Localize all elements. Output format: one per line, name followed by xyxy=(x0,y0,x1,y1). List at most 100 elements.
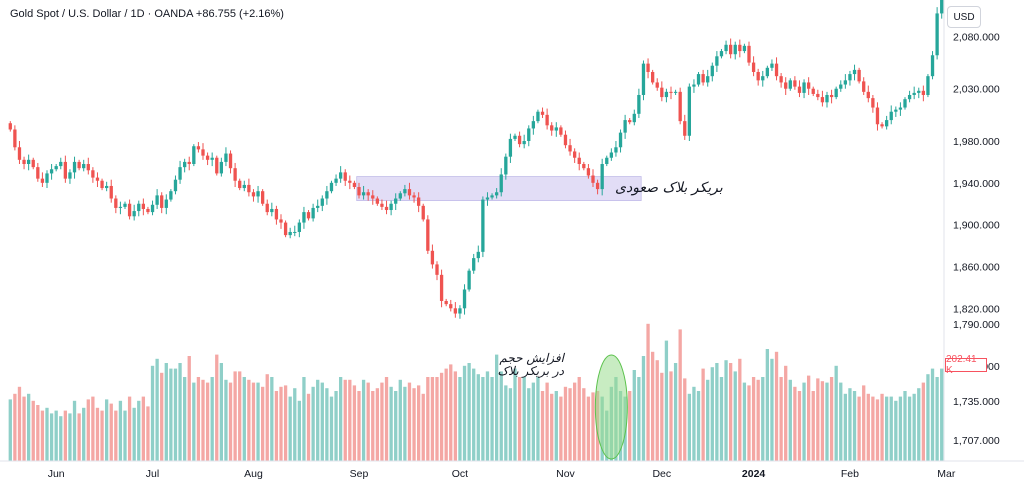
candle-body xyxy=(77,161,81,169)
volume-tick-label: 1,735.000 xyxy=(953,396,1000,408)
candle-body xyxy=(182,161,187,168)
candle-body xyxy=(907,94,912,100)
interval-label: 1D xyxy=(130,8,145,20)
time-tick-label: Aug xyxy=(244,468,263,480)
volume-bar xyxy=(17,386,22,461)
candle-body xyxy=(742,45,747,52)
volume-annotation-line-2: در بریکر بلاک xyxy=(497,364,564,378)
candle-body xyxy=(435,264,439,275)
candle-body xyxy=(228,153,233,169)
volume-bar xyxy=(338,377,343,461)
candle-body xyxy=(820,97,825,103)
volume-bar xyxy=(233,371,237,461)
time-tick-label: Dec xyxy=(652,468,671,480)
volume-bar xyxy=(361,379,366,461)
candle-body xyxy=(210,157,214,160)
candle-body xyxy=(458,308,462,314)
volume-bar xyxy=(224,379,228,461)
candle-body xyxy=(623,120,627,133)
volume-highlight-layer xyxy=(594,354,628,460)
candle-body xyxy=(829,94,834,98)
volume-bar xyxy=(903,391,907,461)
volume-bar xyxy=(160,372,164,461)
volume-bar xyxy=(114,410,118,461)
volume-bar xyxy=(862,385,866,461)
candle-body xyxy=(609,152,614,158)
candle-body xyxy=(770,63,774,68)
volume-bar xyxy=(582,388,586,461)
time-tick-label: Feb xyxy=(841,468,859,480)
volume-bar xyxy=(678,329,682,461)
candle-body xyxy=(352,182,357,188)
candle-body xyxy=(279,219,283,223)
candle-body xyxy=(178,167,182,180)
candle-body xyxy=(733,44,737,55)
candle-body xyxy=(265,203,269,213)
volume-bar xyxy=(416,385,421,461)
candle-body xyxy=(219,161,224,174)
source-label: OANDA xyxy=(154,8,193,20)
candle-body xyxy=(481,199,485,252)
price-tick-label: 2,030.000 xyxy=(953,84,1000,96)
candle-body xyxy=(568,145,572,152)
volume-bar xyxy=(683,378,687,461)
candle-body xyxy=(747,45,751,63)
candle-body xyxy=(632,113,636,123)
candle-body xyxy=(751,62,756,72)
price-tick-label: 2,080.000 xyxy=(953,31,1000,43)
volume-bar xyxy=(256,382,260,461)
time-tick-label: Jul xyxy=(146,468,159,480)
candle-body xyxy=(242,184,246,189)
time-tick-label: 2024 xyxy=(742,468,766,480)
volume-bar xyxy=(215,354,219,461)
candle-body xyxy=(930,55,935,77)
time-tick-label: Oct xyxy=(452,468,468,480)
volume-bar xyxy=(494,354,499,461)
candle-body xyxy=(940,0,944,14)
candle-body xyxy=(513,135,517,139)
candle-body xyxy=(343,172,347,181)
volume-bar xyxy=(797,391,802,461)
volume-bar xyxy=(302,377,306,461)
volume-bar xyxy=(91,396,95,461)
candle-body xyxy=(114,198,118,208)
volume-bar xyxy=(632,370,636,461)
volume-bar xyxy=(820,381,825,461)
volume-bar xyxy=(352,385,357,461)
candle-body xyxy=(641,63,646,95)
volume-bar xyxy=(485,371,490,461)
candle-body xyxy=(82,164,86,169)
volume-bar xyxy=(536,377,540,461)
candle-body xyxy=(338,172,343,179)
currency-selector[interactable]: USD xyxy=(947,6,981,28)
volume-bar xyxy=(407,382,412,461)
candle-body xyxy=(485,197,490,200)
volume-bar xyxy=(72,400,77,461)
volume-bar xyxy=(650,351,655,461)
volume-bar xyxy=(403,386,407,461)
volume-bar xyxy=(550,393,554,461)
candle-body xyxy=(215,157,219,174)
candle-body xyxy=(600,164,604,190)
volume-bar xyxy=(513,368,517,461)
candle-body xyxy=(687,86,692,136)
candle-body xyxy=(205,155,210,160)
candle-body xyxy=(889,111,893,121)
volume-bar xyxy=(201,379,205,461)
candle-body xyxy=(806,82,811,89)
volume-bar xyxy=(36,405,40,461)
volume-tick-label: 1,707.000 xyxy=(953,435,1000,447)
volume-bar xyxy=(54,410,58,461)
candle-body xyxy=(416,197,421,206)
candle-body xyxy=(650,71,655,83)
candle-body xyxy=(421,205,425,220)
candle-body xyxy=(164,199,168,208)
volume-bar xyxy=(499,371,503,461)
candle-body xyxy=(306,212,311,219)
volume-bar xyxy=(866,393,870,461)
volume-bar xyxy=(889,396,893,461)
volume-bar xyxy=(811,391,815,461)
volume-bar xyxy=(894,400,898,461)
